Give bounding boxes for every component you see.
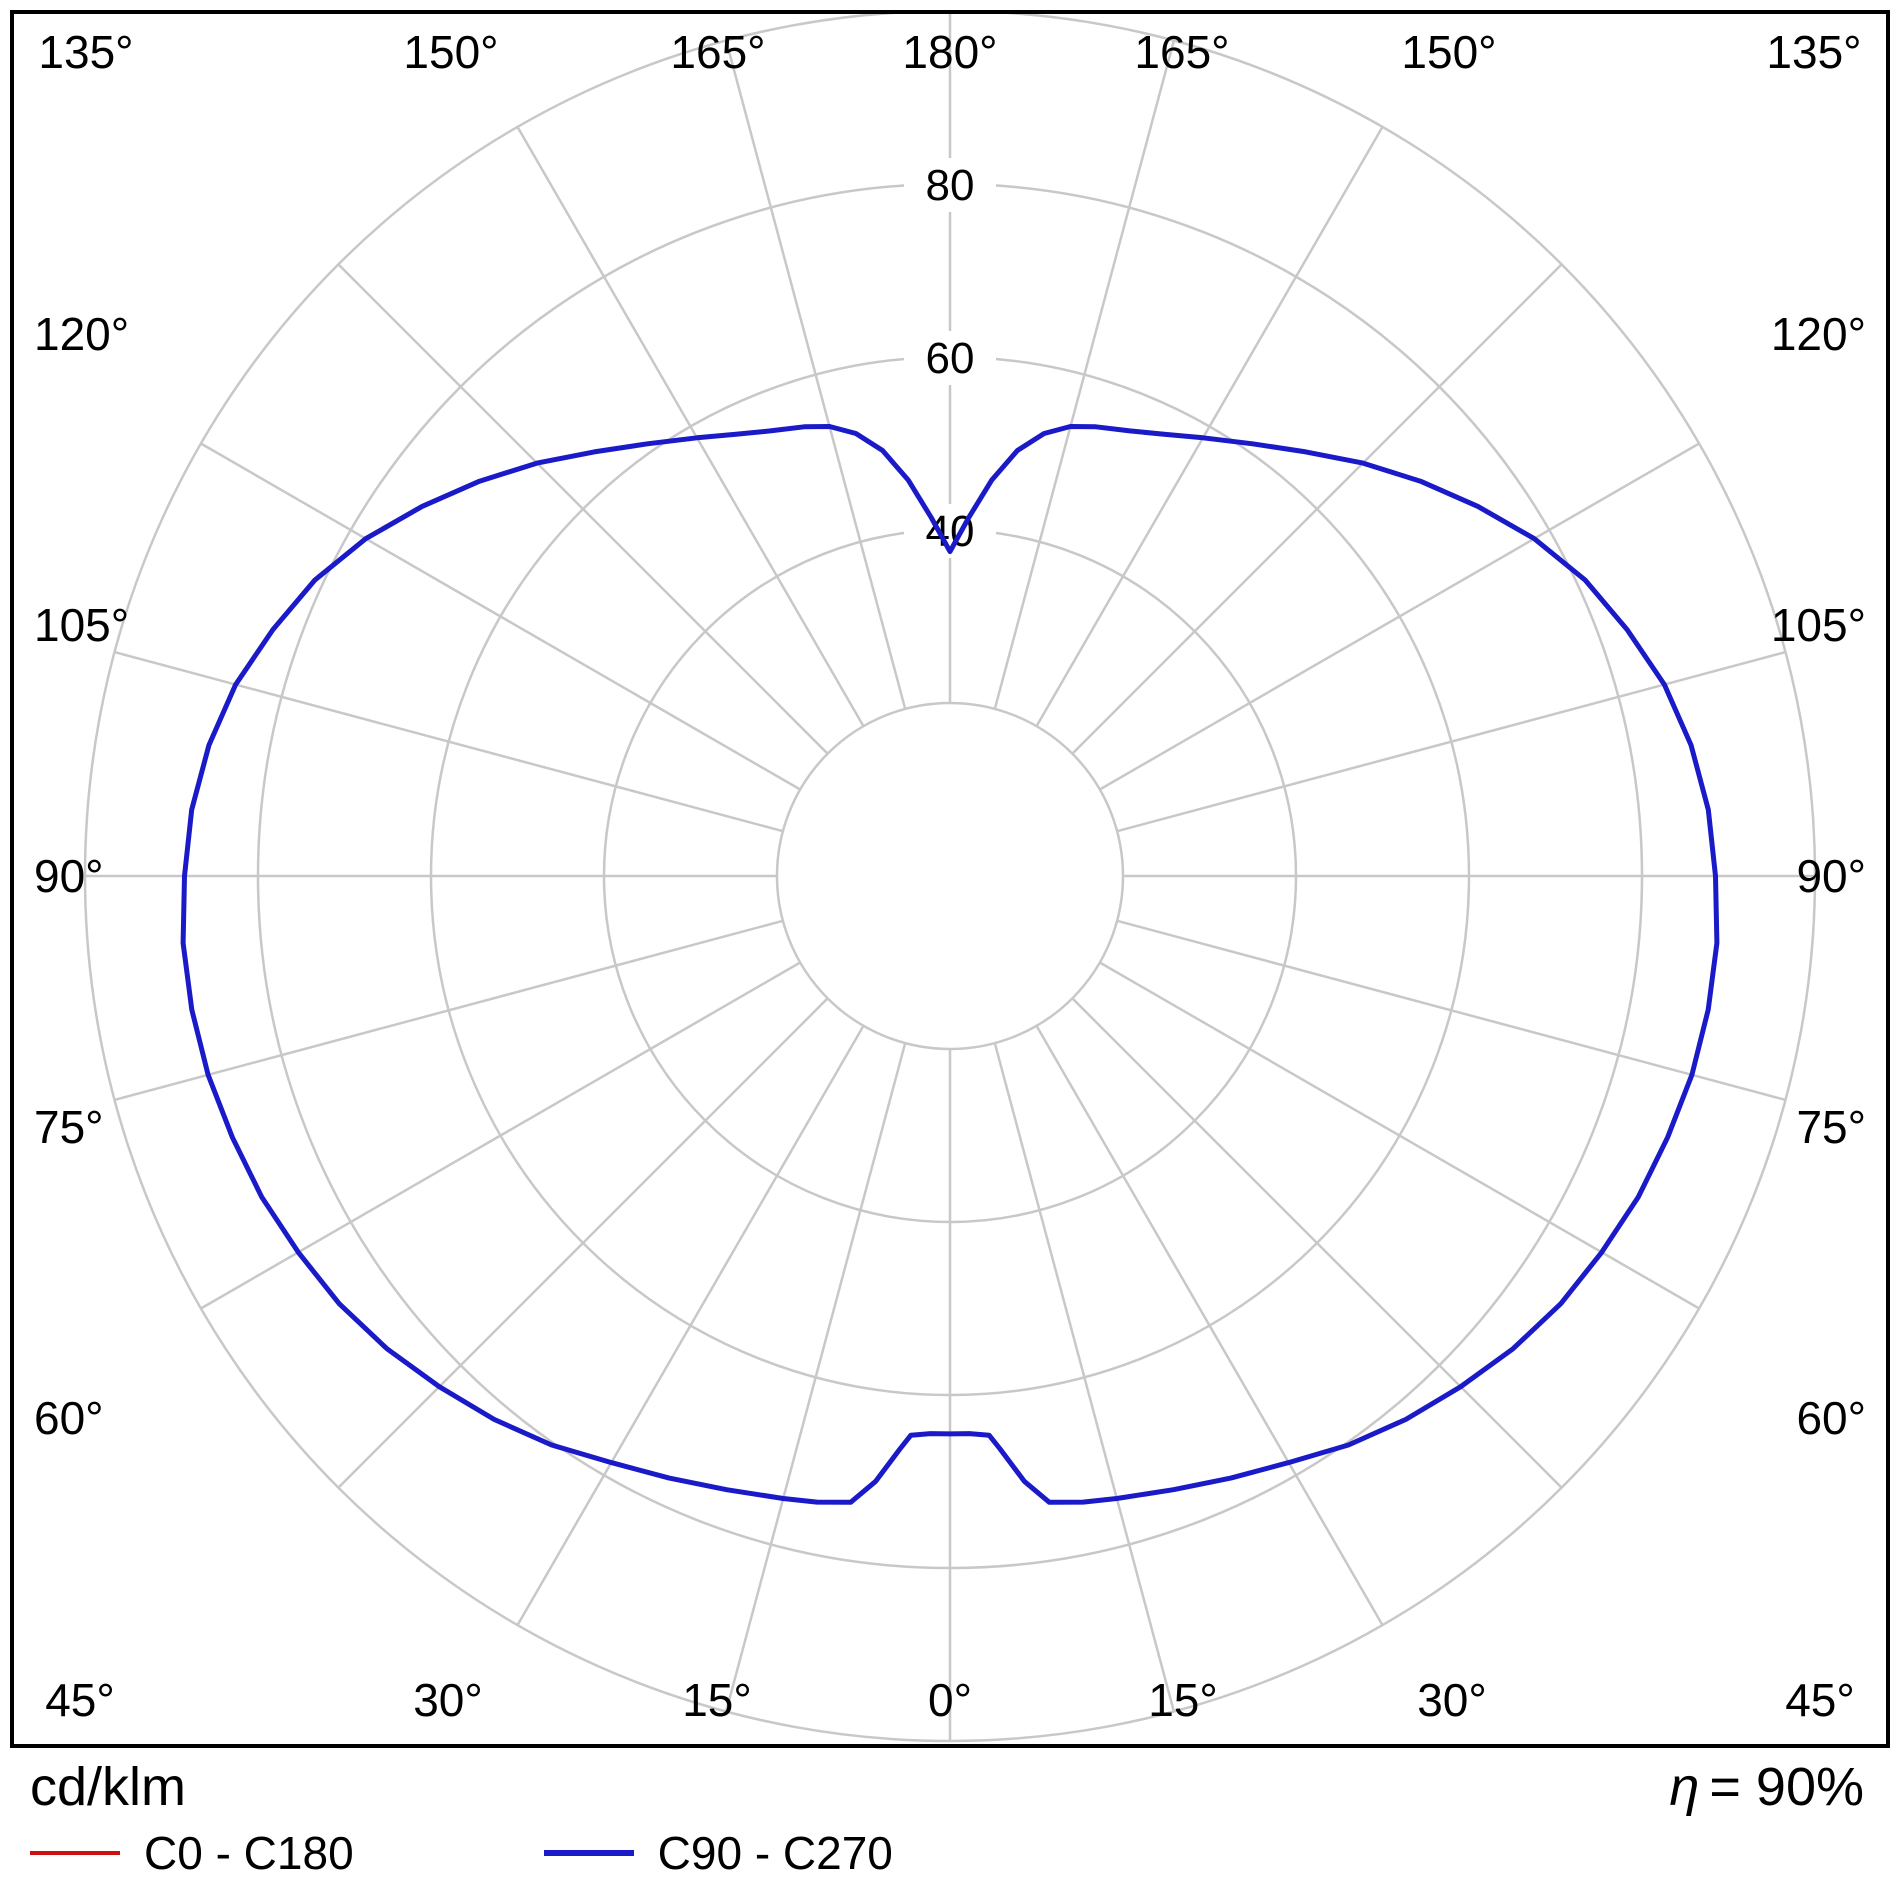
angle-grid-line (114, 650, 784, 833)
angle-tick-label: 0° (928, 1674, 972, 1726)
angle-grid-line (993, 40, 1176, 710)
angle-grid-line (1035, 126, 1384, 727)
angle-tick-label: 105° (1771, 599, 1866, 651)
angle-tick-label: 180° (902, 26, 997, 78)
angle-grid-line (1116, 919, 1786, 1102)
angle-grid-line (1071, 263, 1563, 755)
legend-label-c90-c270: C90 - C270 (657, 1827, 893, 1879)
eta-value: = 90% (1709, 1757, 1864, 1817)
c90-c270-line-swatch (543, 1850, 634, 1856)
plot-border (10, 10, 1890, 1748)
legend: C0 - C180 C90 - C270 (30, 1826, 893, 1880)
angle-tick-label: 45° (1785, 1674, 1855, 1726)
angle-tick-label: 30° (413, 1674, 483, 1726)
angle-tick-label: 75° (34, 1101, 104, 1153)
angle-grid-line (337, 997, 829, 1489)
angle-tick-label: 120° (1771, 308, 1866, 360)
angle-tick-label: 15° (682, 1674, 752, 1726)
angle-grid-line (1071, 997, 1563, 1489)
angle-tick-label: 90° (34, 850, 104, 902)
angle-tick-label: 150° (1401, 26, 1496, 78)
angle-grid-line (724, 1042, 907, 1712)
radial-label-halo (904, 331, 996, 385)
legend-item-c0-c180: C0 - C180 (30, 1826, 354, 1880)
series-curve-c90-c270 (180, 424, 1720, 1505)
radial-label-halo (904, 158, 996, 212)
angle-tick-label: 105° (34, 599, 129, 651)
angle-tick-label: 45° (45, 1674, 115, 1726)
angle-tick-label: 120° (34, 308, 129, 360)
angle-tick-label: 150° (403, 26, 498, 78)
legend-item-c90-c270: C90 - C270 (543, 1826, 893, 1880)
angle-grid-line (993, 1042, 1176, 1712)
angle-grid-line (337, 263, 829, 755)
angle-tick-label: 15° (1148, 1674, 1218, 1726)
angle-grid-line (516, 126, 865, 727)
angle-tick-label: 75° (1796, 1101, 1866, 1153)
legend-label-c0-c180: C0 - C180 (144, 1827, 354, 1879)
radial-grid-circle (775, 701, 1125, 1051)
c0-c180-line-swatch (30, 1851, 120, 1855)
angle-tick-label: 90° (1796, 850, 1866, 902)
angle-grid-line (200, 961, 801, 1310)
angle-grid-line (1099, 442, 1700, 791)
angle-tick-label: 135° (1766, 26, 1861, 78)
angle-grid-line (1099, 961, 1700, 1310)
angle-tick-label: 30° (1417, 1674, 1487, 1726)
radial-tick-label: 80 (926, 161, 975, 210)
angle-grid-line (516, 1025, 865, 1626)
angle-tick-label: 165° (1134, 26, 1229, 78)
eta-symbol: η (1669, 1757, 1700, 1817)
unit-label: cd/klm (30, 1757, 187, 1817)
angle-tick-label: 165° (670, 26, 765, 78)
angle-grid-line (724, 40, 907, 710)
angle-grid-line (1035, 1025, 1384, 1626)
angle-grid-line (200, 442, 801, 791)
polar-grid (84, 14, 1816, 1742)
angle-grid-line (114, 919, 784, 1102)
radial-tick-label: 60 (926, 334, 975, 383)
angle-tick-label: 135° (38, 26, 133, 78)
efficiency-label: η = 90% (1669, 1756, 1864, 1818)
angle-tick-label: 60° (34, 1392, 104, 1444)
angle-tick-label: 60° (1796, 1392, 1866, 1444)
angle-grid-line (1116, 650, 1786, 833)
